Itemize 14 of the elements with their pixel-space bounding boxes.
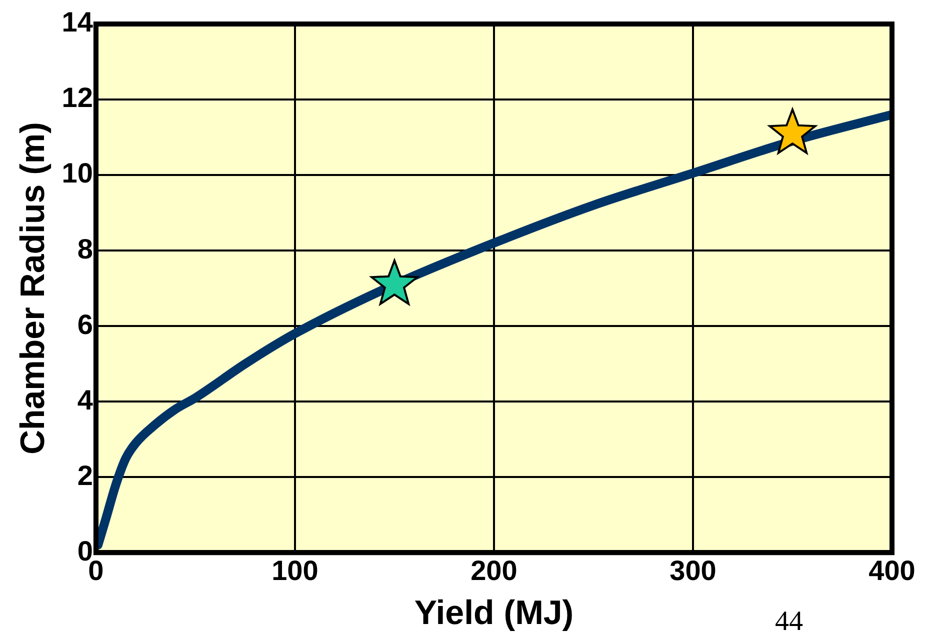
text: 44 <box>775 606 803 638</box>
x-tick-label: 200 <box>470 555 518 586</box>
y-tick-label: 4 <box>77 384 94 416</box>
x-tick-label: 300 <box>670 555 716 586</box>
x-axis-title: Yield (MJ) <box>414 594 574 632</box>
x-tick-label: 100 <box>272 555 318 586</box>
y-tick-label: 2 <box>77 460 93 491</box>
y-tick-label: 14 <box>62 6 94 38</box>
x-tick-label: 400 <box>868 555 916 586</box>
y-tick-label: 8 <box>77 233 93 264</box>
y-axis-title: Chamber Radius (m) <box>14 122 52 455</box>
y-tick-label: 12 <box>62 82 93 114</box>
y-tick-label: 10 <box>62 158 93 189</box>
y-tick-label: 6 <box>77 308 93 340</box>
